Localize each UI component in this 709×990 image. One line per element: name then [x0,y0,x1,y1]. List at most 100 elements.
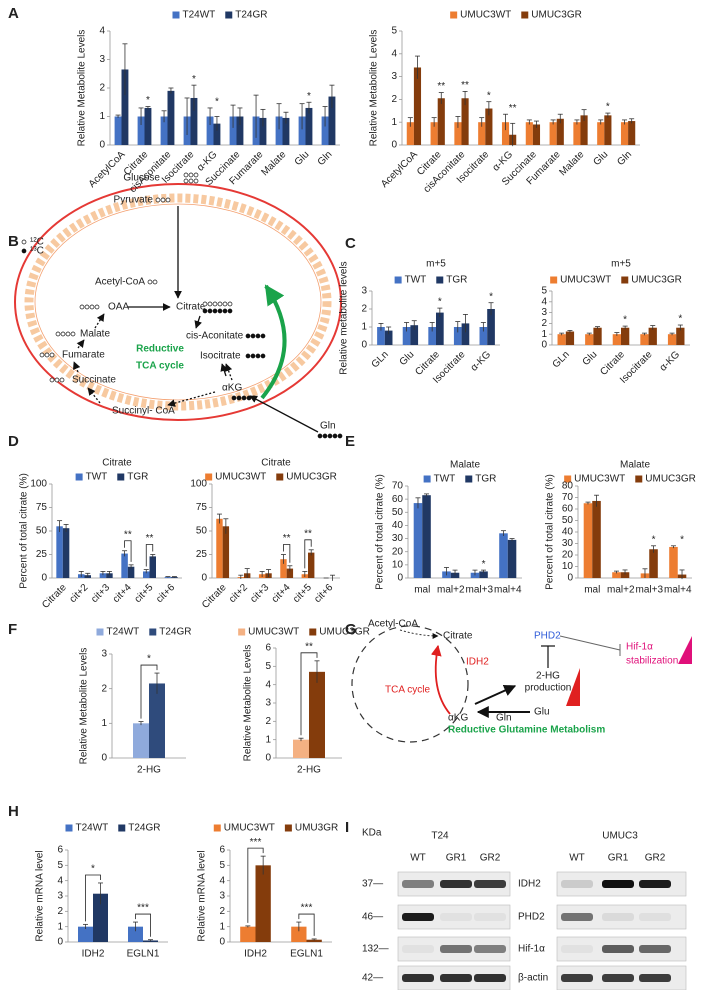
significance: ** [283,533,291,544]
metabolite: 2-HG [536,671,560,682]
legend-swatch [65,824,73,832]
bar [620,572,630,578]
y-tick-label: 1 [265,734,271,745]
bar [669,546,678,578]
y-tick-label: 5 [265,661,271,672]
x-tick-label: mal [584,585,600,596]
y-tick-label: 5 [541,286,547,297]
bar [485,108,493,145]
chart-title: Malate [450,460,480,471]
significance: * [680,534,684,545]
bar [597,122,605,145]
y-tick-label: 1 [99,111,105,122]
y-tick-label: 4 [265,679,271,690]
significance: * [91,864,95,875]
bar [470,572,480,578]
cell-outline [14,183,342,421]
carbon-atom [183,178,189,184]
bar [99,573,107,578]
bar [144,107,152,145]
bar [461,98,469,145]
legend-label: TGR [127,472,148,483]
bar [507,539,517,578]
carbon-atom [84,304,90,310]
y-tick-label: 2 [265,716,271,727]
band [474,913,506,921]
carbon-atom [255,333,261,339]
idh2-arrow [430,644,451,715]
x-tick-label: α-KG [469,349,494,374]
legend-label: UMUC3GR [319,627,370,638]
bar [487,309,495,345]
pathway-diagram: Acetyl-CoA Citrate PHD2 Hif-1α stabiliza… [351,619,692,743]
carbon-atom [147,279,153,285]
marker-label: 37— [362,879,383,890]
mitochondrion-inner [34,203,322,401]
bar [305,107,313,145]
bar [377,327,385,345]
legend-label: ¹³C [30,246,44,257]
chart-title: Malate [620,460,650,471]
bar-chart: T24WT T24GR Relative Metabolite Levels 0 1 2 3… [77,10,340,195]
carbon-atom [49,377,55,383]
y-tick-label: 5 [57,860,63,871]
carbon-atom [337,433,343,439]
carbon-atom [212,301,218,307]
bar [620,122,629,145]
band [639,913,671,921]
bar [556,118,564,145]
y-tick-label: 3 [391,71,397,82]
bar-chart: Malate UMUC3WT UMUC3GR Percent of total cit… [545,460,696,596]
lane-label: GR1 [608,853,629,864]
y-axis-label: Relative Metabolite Levels [369,30,380,147]
effect: stabilization [626,656,678,667]
bar [114,116,122,145]
chart-title: m+5 [611,259,631,270]
blot-title: UMUC3 [602,831,638,842]
bar [56,526,63,578]
bar [648,327,657,345]
bar [430,122,438,145]
lane-label: WT [410,853,426,864]
y-axis-label: Relative metabolite levels [339,261,350,374]
bar [222,526,230,578]
bar [436,312,444,345]
cycle-label: TCA cycle [136,361,184,372]
bar [121,553,128,578]
chart-title: Citrate [261,458,291,469]
bar [229,116,237,145]
carbon-atom [332,433,338,439]
band [440,974,472,982]
significance: * [482,559,486,570]
carbon-atom [188,178,194,184]
bar-chart: Malate TWT TGR Percent of total citrate (%)… [375,460,522,596]
legend-label: UMUC3WT [248,627,299,638]
bar [592,500,601,578]
bar [308,552,315,578]
bar [437,98,445,145]
chart-title: Citrate [102,458,132,469]
carbon-atom [21,248,27,254]
legend-swatch [423,475,431,483]
carbon-atom [327,433,333,439]
bar [160,116,168,145]
bar-chart: UMUC3WT UMUC3GR Relative Metabolite Levels… [369,10,640,195]
panel-label: C [345,235,356,252]
band [474,880,506,888]
x-tick-label: Glu [293,149,312,168]
bar [275,116,283,145]
enzyme: PHD2 [534,631,561,642]
carbon-atom [222,301,228,307]
x-tick-label: Glu [398,349,417,368]
bar [573,122,581,145]
significance: ** [461,80,469,91]
panel-label: H [8,803,19,820]
x-tick-label: Glu [581,349,600,368]
bar-chart: T24WT T24GR Relative mRNA level 0 1 2 3 4 5 6 IDH2… [35,823,168,960]
x-tick-label: cit+2 [227,582,250,605]
bar-chart: m+5 TWT TGR Relative metabolite levels 0 1 2 3 G… [339,259,500,386]
bar [402,327,411,345]
x-tick-label: cit+6 [154,582,177,605]
bar [565,331,575,345]
